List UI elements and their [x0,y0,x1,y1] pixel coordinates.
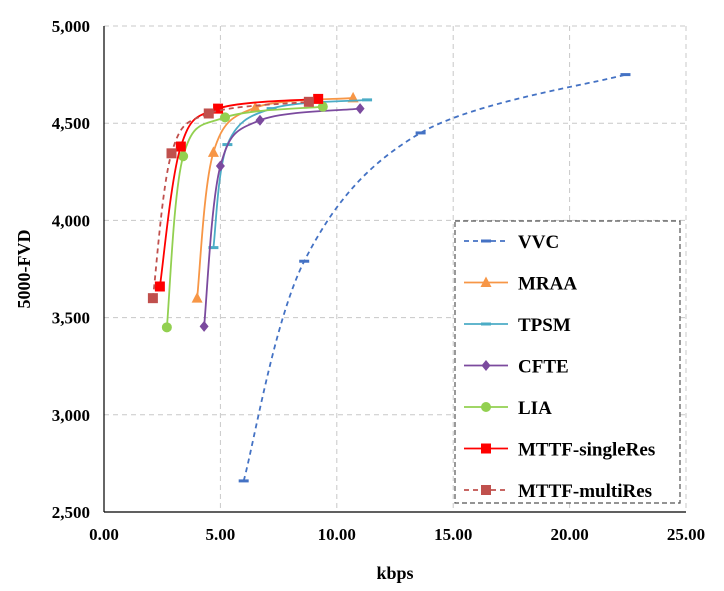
series-line-cfte [203,107,361,327]
data-point-mttf-singleres [313,93,324,104]
y-tick-label: 3,500 [52,309,90,328]
data-point-mttf-multires [147,293,158,304]
legend-item-mttf-singleres: MTTF-singleRes [464,440,655,461]
tick-labels: 0.00 5.00 10.00 15.00 20.00 25.00 2,500 3,000 3,… [52,17,705,544]
legend-item-mttf-multires: MTTF-multiRes [464,481,652,502]
legend-label: MTTF-multiRes [518,481,652,502]
x-tick-label: 0.00 [89,525,119,544]
series-line-mttf-singleres [158,98,319,287]
legend: VVC MRAA TPSM CFTE LIA MTTF-singleRes MTTF-mul… [454,220,681,504]
data-point-mraa [207,146,219,157]
series-cfte [199,103,365,332]
series-line-lia [165,105,323,328]
y-tick-label: 4,500 [52,114,90,133]
legend-item-cfte: CFTE [464,357,569,378]
legend-item-lia: LIA [464,398,552,419]
series-tpsm [208,98,373,250]
data-point-cfte [355,103,365,115]
x-tick-label: 5.00 [206,525,236,544]
series-line-mttf-multires [151,100,309,299]
legend-marker [481,360,491,371]
data-point-tpsm [266,107,277,111]
data-point-lia [161,322,172,333]
legend-marker [481,443,491,454]
legend-label: VVC [518,232,559,253]
legend-item-tpsm: TPSM [464,315,571,336]
data-point-tpsm [208,246,219,250]
data-point-lia [178,151,189,162]
grid [104,25,687,512]
x-tick-label: 15.00 [434,525,472,544]
data-point-lia [317,101,328,112]
x-tick-label: 20.00 [550,525,588,544]
data-point-cfte [255,114,265,126]
legend-label: MTTF-singleRes [518,440,655,461]
data-point-mttf-multires [203,108,214,119]
data-point-mttf-singleres [213,103,224,114]
data-point-mraa [249,101,261,113]
data-point-vvc [238,479,249,483]
y-tick-label: 4,000 [52,211,90,230]
data-point-mttf-singleres [175,141,186,152]
data-point-vvc [299,259,310,263]
legend-item-mraa: MRAA [464,274,577,295]
legend-item-vvc: VVC [464,232,559,253]
y-tick-label: 5,000 [52,17,90,36]
legend-marker [480,276,492,287]
data-point-mraa [191,292,203,303]
legend-label: MRAA [518,274,577,295]
data-point-mttf-multires [303,96,314,107]
data-point-mttf-multires [166,148,177,159]
legend-marker [481,322,491,326]
series-line-tpsm [212,98,368,248]
legend-label: CFTE [518,357,569,378]
series-vvc [238,73,631,483]
legend-marker [481,239,491,243]
axes [103,26,686,513]
x-tick-label: 25.00 [667,525,705,544]
data-point-cfte [215,160,225,172]
series-layer [147,73,631,483]
x-tick-label: 10.00 [318,525,356,544]
legend-label: LIA [518,398,552,419]
legend-marker [481,485,491,495]
data-point-mttf-singleres [154,281,165,292]
data-point-lia [220,112,231,123]
series-mttf-multires [147,96,314,304]
legend-marker [481,402,491,412]
y-tick-label: 2,500 [52,503,90,522]
x-axis-label: kbps [376,563,413,583]
legend-label: TPSM [518,315,571,336]
series-lia [161,101,328,333]
data-point-cfte [199,320,209,332]
data-point-tpsm [362,98,373,102]
y-tick-label: 3,000 [52,406,90,425]
legend-box [454,220,681,504]
data-point-vvc [620,73,631,77]
y-axis-label: 5000-FVD [14,230,34,309]
series-mttf-singleres [154,93,324,292]
data-point-vvc [415,131,426,135]
